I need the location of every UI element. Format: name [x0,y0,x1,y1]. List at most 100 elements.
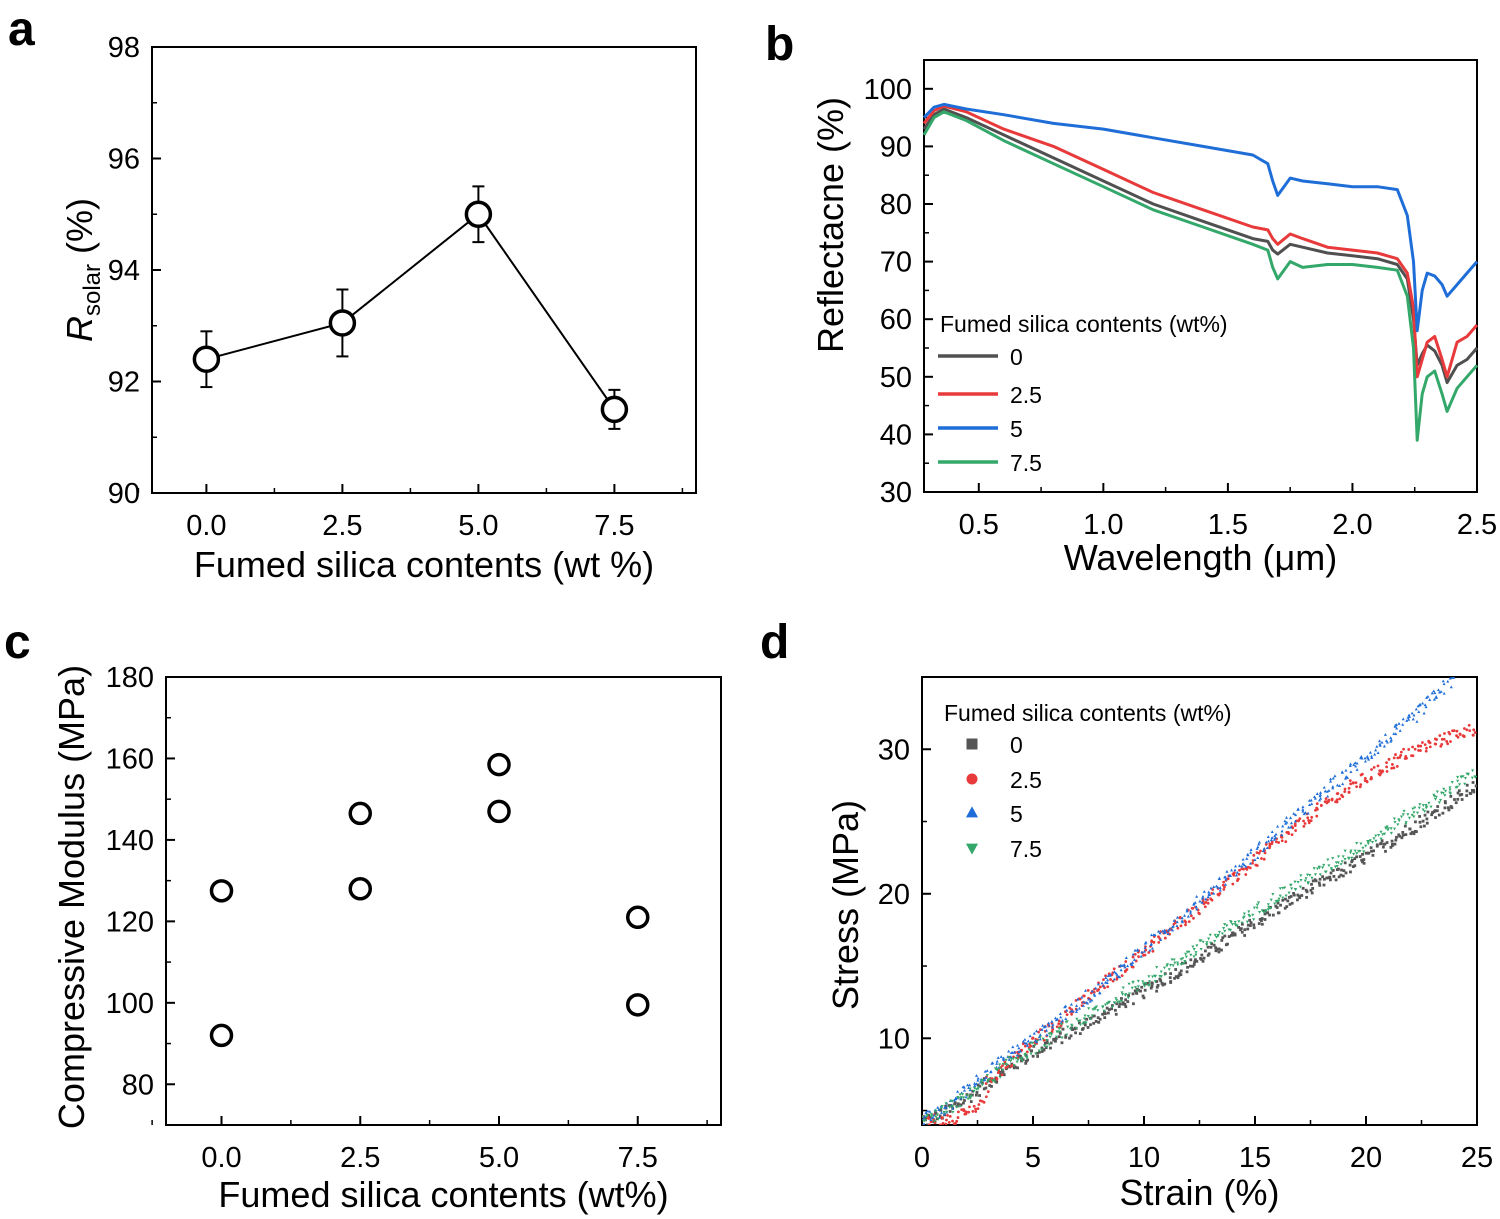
scatter-point-5 [1249,848,1253,851]
scatter-point-2.5 [996,1071,1000,1075]
scatter-point-0 [1460,798,1464,801]
scatter-point-7.5 [1359,842,1363,846]
scatter-point-0 [1110,1007,1114,1011]
scatter-point-2.5 [1427,740,1431,744]
scatter-point-0 [1248,918,1252,922]
y-tick-label: 30 [878,734,910,766]
scatter-point-5 [1108,972,1112,976]
scatter-point-0 [1044,1046,1048,1050]
y-tick-label: 60 [880,304,912,336]
scatter-point-2.5 [1473,731,1477,734]
scatter-point-7.5 [1171,964,1175,968]
scatter-point-5 [1076,997,1080,1001]
y-tick-label: 98 [108,32,140,64]
scatter-point-2.5 [1192,916,1195,920]
scatter-point-2.5 [1358,785,1362,789]
scatter-point-5 [973,1081,977,1085]
scatter-point-5 [1257,842,1261,846]
scatter-point-7.5 [1459,775,1463,779]
scatter-point-2.5 [1222,888,1226,891]
y-tick-label: 90 [108,478,140,510]
scatter-point-2.5 [1284,840,1288,844]
scatter-point-2.5 [1111,979,1115,983]
scatter-point-2.5 [1151,949,1155,953]
scatter-point-7.5 [998,1076,1002,1079]
legend-label: 7.5 [1010,836,1042,862]
scatter-point-0 [1158,977,1162,981]
scatter-point-7.5 [1020,1059,1025,1063]
scatter-point-5 [1367,757,1371,761]
scatter-point-2.5 [1385,761,1388,765]
scatter-point-0 [924,1117,927,1121]
scatter-point-2.5 [1264,843,1268,846]
scatter-point-0 [1292,891,1295,895]
scatter-point-5 [1139,954,1143,958]
scatter-point-7.5 [1136,979,1140,983]
scatter-point-0 [1472,789,1476,792]
scatter-point-0 [1031,1054,1035,1058]
scatter-point-5 [1214,884,1218,888]
scatter-point-2.5 [1419,744,1423,748]
scatter-point-5 [966,1083,970,1087]
scatter-point-5 [1201,894,1205,898]
scatter-point-0 [1281,898,1285,902]
scatter-point-2.5 [1438,734,1442,737]
x-tick-label: 2.5 [1457,509,1497,541]
scatter-point-5 [1423,703,1427,707]
scatter-point-7.5 [1213,940,1217,943]
scatter-point-2.5 [995,1076,999,1080]
scatter-point-2.5 [1428,745,1432,749]
scatter-point-2.5 [1277,841,1281,844]
scatter-point-5 [1285,820,1289,824]
scatter-point-5 [1166,929,1170,932]
scatter-point-2.5 [1458,733,1462,736]
y-axis-label: Stress (MPa) [825,800,866,1010]
y-tick-label: 140 [106,825,154,857]
scatter-point-2.5 [957,1110,960,1114]
scatter-point-5 [1018,1049,1022,1053]
scatter-point-0 [1458,793,1462,797]
scatter-point-7.5 [1165,964,1169,968]
scatter-point-5 [1112,970,1116,974]
scatter-point-5 [1313,796,1317,800]
scatter-point-7.5 [1089,1017,1093,1021]
scatter-point-7.5 [1331,857,1335,860]
scatter-point-7.5 [1144,981,1148,985]
scatter-point-7.5 [1350,856,1354,860]
y-tick-label: 40 [880,419,912,451]
scatter-point-0 [1174,975,1178,978]
scatter-point-7.5 [962,1096,966,1100]
scatter-point-5 [1051,1023,1055,1026]
x-tick-label: 15 [1239,1142,1271,1174]
scatter-point-2.5 [1376,764,1380,768]
scatter-point-7.5 [1094,1005,1099,1009]
scatter-point-7.5 [1068,1027,1072,1031]
scatter-point-2.5 [1226,877,1230,881]
chart-panel-a: 0.0 2.5 5.0 7.5 90 92 94 96 98 Fumed silica conte… [59,32,697,585]
scatter-point-7.5 [1155,966,1159,969]
scatter-point-5 [1090,989,1094,993]
scatter-point-0 [1252,923,1256,927]
scatter-point-5 [1245,857,1249,860]
scatter-point-0 [990,1085,993,1088]
scatter-point-5 [1284,815,1289,819]
x-tick-label: 0.0 [186,510,226,542]
scatter-point-5 [1280,829,1284,833]
scatter-point-2.5 [1206,901,1210,905]
scatter-point-7.5 [1355,852,1359,855]
scatter-point-7.5 [1379,830,1383,834]
scatter-point-0 [1163,982,1167,986]
scatter-point-7.5 [1147,983,1152,987]
scatter-point-2.5 [1402,747,1405,751]
scatter-point-5 [1023,1037,1027,1041]
scatter-point-5 [1249,850,1253,854]
scatter-point-5 [1044,1024,1048,1028]
scatter-point-5 [1223,882,1228,886]
scatter-point-2.5 [1379,771,1383,775]
scatter-point-5 [1075,1008,1079,1011]
scatter-point-7.5 [1237,920,1241,924]
scatter-point-5 [1328,777,1333,781]
scatter-point-7.5 [1310,876,1314,880]
scatter-point-5 [1414,707,1418,711]
scatter-point-5 [1264,840,1268,844]
